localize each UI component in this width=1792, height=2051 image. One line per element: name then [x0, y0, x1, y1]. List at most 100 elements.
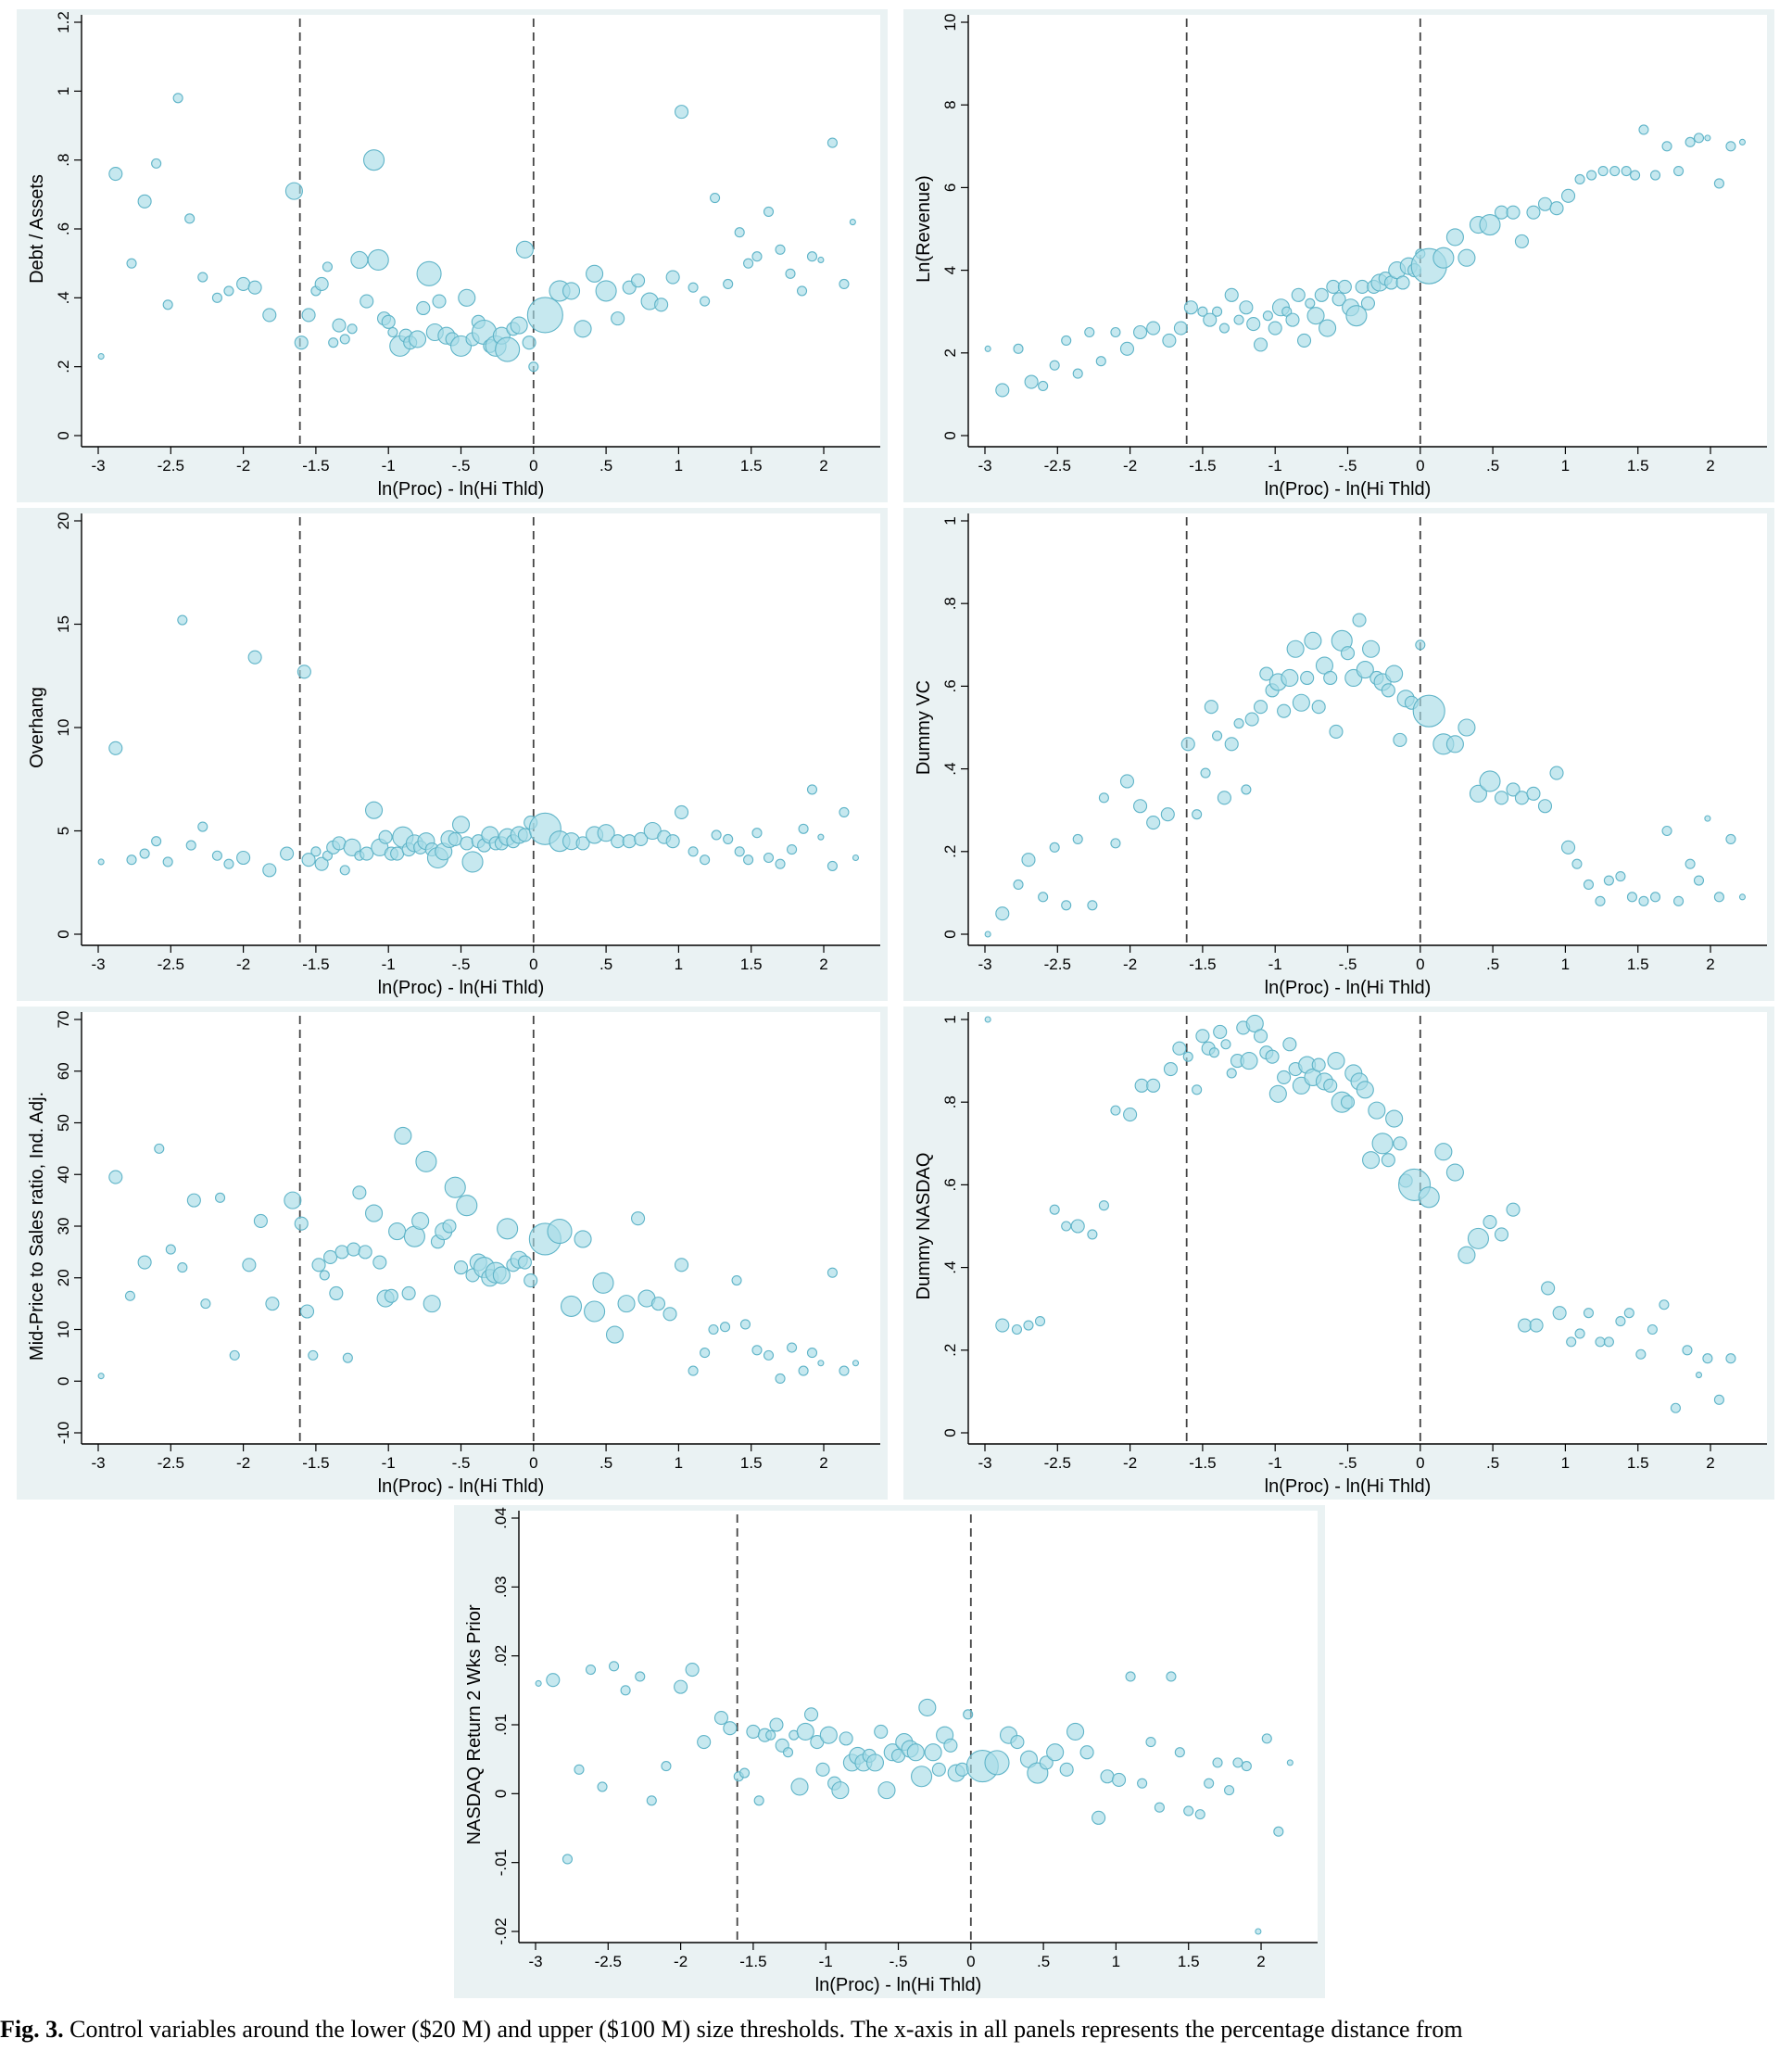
x-tick-label: 0 — [529, 956, 537, 973]
data-point — [1174, 1747, 1185, 1758]
data-point — [308, 1349, 319, 1361]
x-tick-label: 1 — [1561, 457, 1570, 475]
data-point — [751, 251, 763, 262]
y-tick-label: 8 — [941, 100, 959, 108]
data-point — [738, 1767, 751, 1779]
data-point — [674, 1258, 689, 1272]
x-tick-label: 2 — [819, 1454, 827, 1472]
x-tick-label: 1 — [675, 956, 683, 973]
data-point — [1494, 1227, 1509, 1242]
data-point — [162, 856, 173, 867]
data-point — [388, 1222, 407, 1241]
y-tick-label: .02 — [492, 1645, 510, 1667]
data-point — [1305, 298, 1316, 309]
data-point — [1362, 639, 1381, 658]
data-point — [1172, 1041, 1187, 1056]
data-point — [817, 256, 825, 264]
y-tick-label: 40 — [55, 1166, 72, 1184]
data-point — [1549, 201, 1564, 216]
plot-area — [82, 513, 880, 945]
data-point — [685, 1662, 700, 1678]
data-point — [1506, 205, 1521, 220]
x-tick-label: -2 — [674, 1953, 688, 1970]
data-point — [1574, 1328, 1585, 1339]
data-point — [1340, 646, 1356, 661]
x-axis-title: ln(Proc) - ln(Hi Thld) — [815, 1975, 982, 1995]
data-point — [1111, 1772, 1127, 1788]
data-point — [1084, 326, 1095, 338]
data-point — [280, 846, 295, 861]
x-tick-label: 2 — [819, 457, 827, 475]
data-point — [378, 829, 393, 844]
data-point — [1445, 228, 1464, 247]
data-point — [297, 665, 311, 679]
data-point — [416, 300, 431, 316]
data-point — [451, 816, 471, 834]
data-point — [458, 288, 476, 307]
data-point — [1458, 718, 1476, 737]
x-tick-label: .5 — [599, 1454, 612, 1472]
y-tick-label: .03 — [492, 1576, 510, 1599]
x-tick-label: -1 — [1268, 1454, 1282, 1472]
data-point — [710, 193, 721, 204]
data-point — [1098, 792, 1109, 804]
data-point — [1059, 1762, 1074, 1777]
data-point — [1381, 683, 1395, 698]
x-tick-label: -1.5 — [302, 956, 329, 973]
data-point — [299, 1304, 315, 1319]
y-tick-label: 1 — [55, 87, 72, 95]
data-point — [1626, 892, 1638, 903]
data-point — [562, 1854, 574, 1865]
data-point — [1583, 879, 1595, 891]
x-axis-title: ln(Proc) - ln(Hi Thld) — [378, 479, 545, 500]
figure-caption-text: Control variables around the lower ($20 … — [69, 2016, 1463, 2043]
data-point — [1586, 170, 1597, 181]
data-point — [97, 352, 105, 361]
y-tick-label: .6 — [55, 222, 72, 235]
x-tick-label: -1 — [382, 1454, 396, 1472]
data-point — [1661, 825, 1672, 837]
data-point — [1630, 170, 1641, 181]
data-point — [294, 1216, 309, 1231]
data-point — [444, 1176, 466, 1198]
data-point — [806, 784, 818, 795]
data-point — [1259, 666, 1274, 681]
y-tick-label: .2 — [55, 361, 72, 373]
data-point — [1049, 1204, 1060, 1215]
data-point — [1286, 639, 1305, 658]
y-tick-label: .8 — [55, 154, 72, 167]
data-point — [1327, 1052, 1345, 1070]
data-point — [358, 1245, 372, 1260]
data-point — [1200, 767, 1211, 779]
data-point — [562, 282, 581, 300]
y-tick-label: 10 — [55, 719, 72, 737]
data-point — [364, 1204, 384, 1222]
x-tick-label: -1 — [382, 956, 396, 973]
y-axis-title: Mid-Price to Sales ratio, Ind. Adj. — [27, 1092, 47, 1361]
data-point — [1595, 1336, 1606, 1348]
y-tick-label: 1.2 — [55, 11, 72, 33]
data-point — [126, 258, 137, 269]
y-axis-title: NASDAQ Return 2 Wks Prior — [464, 1604, 485, 1844]
data-point — [284, 182, 303, 200]
y-axis-title: Overhang — [27, 687, 47, 768]
panel-nasdaq-return: -3 -2.5 -2 -1.5 -1 -.5 0 .5 1 1.5 2 -.02 -.01 0 .01 .02… — [454, 1505, 1325, 1998]
data-point — [524, 1272, 538, 1288]
data-point — [247, 280, 262, 295]
data-point — [796, 1722, 814, 1741]
data-point — [798, 823, 809, 834]
x-axis-title: ln(Proc) - ln(Hi Thld) — [1265, 1476, 1432, 1497]
data-point — [1253, 700, 1268, 715]
data-point — [817, 1360, 825, 1367]
data-point — [223, 858, 234, 869]
data-point — [1704, 815, 1711, 822]
data-point — [865, 1753, 885, 1772]
data-point — [360, 846, 374, 861]
data-point — [1458, 248, 1476, 267]
x-tick-label: 0 — [1416, 956, 1424, 973]
x-tick-label: 1 — [675, 457, 683, 475]
x-tick-label: 1 — [1561, 956, 1570, 973]
data-point — [1253, 1029, 1268, 1044]
data-point — [839, 1731, 853, 1746]
data-point — [796, 285, 808, 297]
